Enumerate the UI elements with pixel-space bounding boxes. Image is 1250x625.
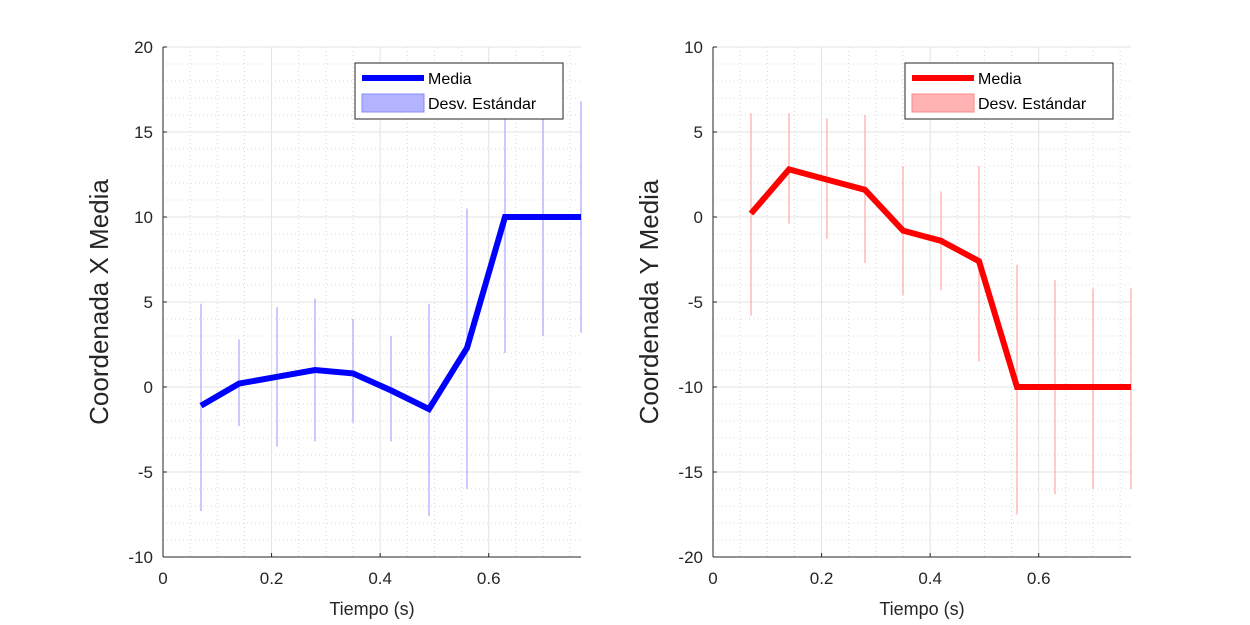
y-tick-label: 0: [694, 208, 703, 227]
y-tick-label: 10: [684, 38, 703, 57]
legend-band-swatch: [361, 93, 425, 113]
y-tick-label: 5: [144, 293, 153, 312]
y-tick-label: -10: [678, 378, 703, 397]
y-tick-label: 20: [134, 38, 153, 57]
chart-y-coordinate: 0 0.2 0.4 0.6 -20 -15 -10 -5 0 5 10 Tiempo (s) Coo…: [634, 38, 1132, 619]
ticks-x: 0 0.2 0.4 0.6 -10 -5 0 5 10 15 20: [128, 38, 500, 588]
x-axis-label: Tiempo (s): [879, 599, 964, 619]
x-tick-label: 0.4: [918, 569, 942, 588]
x-tick-label: 0.4: [368, 569, 392, 588]
y-tick-label: 10: [134, 208, 153, 227]
y-axis-label: Coordenada Y Media: [634, 179, 664, 424]
y-tick-label: -5: [688, 293, 703, 312]
legend-band-swatch: [911, 93, 975, 113]
mean-line-y: [748, 166, 1131, 390]
mean-line-x: [199, 214, 581, 413]
x-tick-label: 0.2: [260, 569, 284, 588]
legend-x: Media Desv. Estándar: [354, 62, 564, 120]
x-tick-label: 0.6: [1027, 569, 1051, 588]
legend-label-media: Media: [978, 71, 1022, 88]
y-tick-label: -20: [678, 548, 703, 567]
std-bar: [200, 303, 202, 512]
legend-label-std: Desv. Estándar: [978, 96, 1087, 113]
x-tick-label: 0.2: [810, 569, 834, 588]
x-tick-label: 0.6: [477, 569, 501, 588]
y-tick-label: -15: [678, 463, 703, 482]
ticks-y: 0 0.2 0.4 0.6 -20 -15 -10 -5 0 5 10: [678, 38, 1050, 588]
std-bar: [750, 113, 752, 316]
y-axis-label: Coordenada X Media: [84, 179, 114, 425]
y-tick-label: -5: [138, 463, 153, 482]
legend-label-media: Media: [428, 71, 472, 88]
y-tick-label: 0: [144, 378, 153, 397]
y-tick-label: -10: [128, 548, 153, 567]
legend-label-std: Desv. Estándar: [428, 96, 537, 113]
legend-y: Media Desv. Estándar: [904, 62, 1114, 120]
y-tick-label: 15: [134, 123, 153, 142]
chart-x-coordinate: 0 0.2 0.4 0.6 -10 -5 0 5 10 15 20 Tiempo (s) Coord…: [84, 38, 582, 619]
x-tick-label: 0: [708, 569, 717, 588]
x-tick-label: 0: [158, 569, 167, 588]
y-tick-label: 5: [694, 123, 703, 142]
x-axis-label: Tiempo (s): [329, 599, 414, 619]
